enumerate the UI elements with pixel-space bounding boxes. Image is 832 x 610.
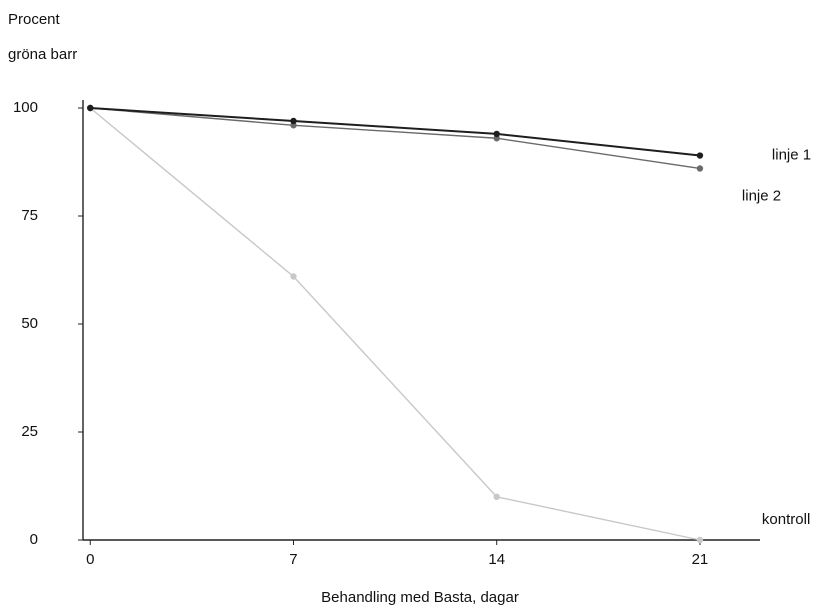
series-label: kontroll <box>762 511 810 528</box>
x-tick-label: 7 <box>289 551 297 568</box>
x-axis-label: Behandling med Basta, dagar <box>321 589 519 606</box>
series-line <box>90 108 700 168</box>
chart: Procent gröna barr Behandling med Basta,… <box>0 0 832 610</box>
y-axis-label: Procent <box>8 11 61 28</box>
y-tick-label: 0 <box>30 531 38 548</box>
x-tick-label: 14 <box>488 551 505 568</box>
series-label: linje 1 <box>772 146 811 163</box>
y-tick-label: 75 <box>21 207 38 224</box>
point <box>697 152 703 158</box>
point <box>87 105 93 111</box>
y-tick-label: 50 <box>21 315 38 332</box>
point <box>697 165 703 171</box>
point <box>290 273 296 279</box>
series-label: linje 2 <box>742 187 781 204</box>
point <box>494 131 500 137</box>
y-axis-label: gröna barr <box>8 46 77 63</box>
x-tick-label: 21 <box>692 551 709 568</box>
point <box>697 537 703 543</box>
x-tick-label: 0 <box>86 551 94 568</box>
page: {"chart_data": {"type": "line", "y_label… <box>0 0 832 610</box>
y-tick-label: 25 <box>21 423 38 440</box>
series-line <box>90 108 700 540</box>
point <box>494 494 500 500</box>
point <box>290 118 296 124</box>
y-tick-label: 100 <box>13 99 38 116</box>
